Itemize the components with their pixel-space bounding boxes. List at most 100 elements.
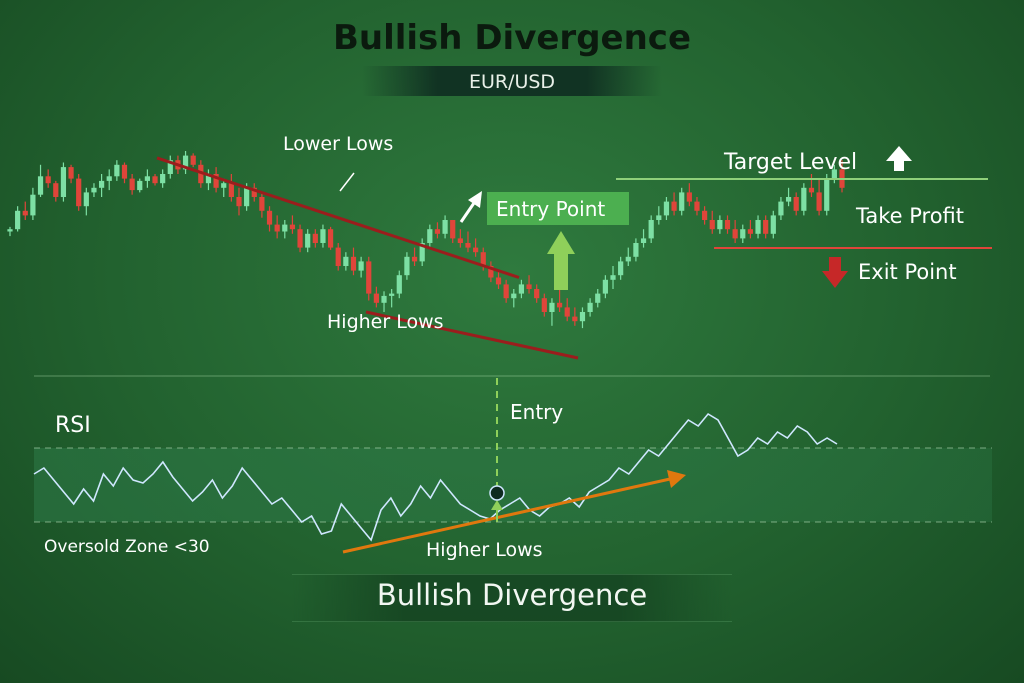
candle [808, 174, 815, 197]
candle [366, 256, 372, 301]
candle [450, 220, 456, 243]
candle [411, 247, 418, 266]
candle [396, 270, 402, 299]
candle [144, 169, 150, 188]
candle [587, 298, 593, 317]
candle [556, 289, 563, 312]
rsi-series [33, 412, 838, 542]
lower-lows-trendline [156, 156, 520, 279]
candle [640, 229, 647, 248]
candle [503, 279, 509, 303]
candle [335, 243, 341, 271]
candle [68, 164, 74, 184]
candle [91, 183, 97, 197]
candle [724, 215, 731, 234]
candle [763, 215, 769, 239]
candle [182, 151, 189, 174]
candle [320, 224, 326, 248]
candle [30, 187, 36, 220]
candle [251, 183, 257, 202]
candle [305, 229, 311, 253]
candle [801, 183, 807, 216]
candle [671, 192, 677, 216]
candle [694, 197, 700, 216]
oversold-label: Oversold Zone <30 [44, 537, 210, 557]
candle [709, 210, 715, 234]
candle [381, 291, 387, 312]
lower-lows-pointer-icon [339, 172, 355, 192]
subtitle-band [362, 66, 662, 96]
candle [152, 174, 158, 186]
take-profit-label: Take Profit [855, 204, 964, 228]
candle [549, 298, 555, 326]
candle [656, 206, 662, 225]
candle [534, 284, 540, 303]
candle [129, 174, 135, 195]
candle [160, 169, 166, 188]
entry-point-box [487, 192, 629, 225]
rsi-entry-marker [489, 485, 505, 501]
candle [702, 206, 708, 225]
candle [45, 169, 51, 188]
candle [686, 183, 692, 207]
price-higher-lows-label: Higher Lows [327, 311, 444, 333]
candle [343, 252, 349, 271]
entry-label: Entry [510, 400, 563, 424]
candle [98, 174, 105, 197]
candle [213, 167, 219, 193]
candle [732, 220, 738, 243]
candle [419, 238, 425, 266]
candle [541, 293, 547, 317]
candle [793, 192, 799, 216]
candle [121, 162, 128, 184]
candle [526, 275, 532, 294]
candle [190, 153, 196, 168]
candle [717, 215, 723, 234]
entry-point-label: Entry Point [496, 197, 605, 221]
candle [137, 178, 143, 193]
candle [53, 180, 59, 202]
candle [778, 197, 784, 220]
candle [488, 261, 494, 283]
candle [610, 266, 616, 289]
exit-down-arrow-icon [822, 257, 848, 288]
candle [831, 164, 837, 184]
higher-lows-trendline [365, 310, 579, 360]
candle [434, 222, 441, 239]
candle [7, 226, 13, 237]
green-up-arrow-icon [547, 231, 575, 290]
candle [579, 307, 586, 329]
candle [106, 169, 112, 191]
rsi-entry-up-arrow-icon [491, 500, 503, 522]
candle [648, 215, 654, 243]
candle [518, 279, 525, 299]
candle [259, 192, 265, 218]
chart-subtitle: EUR/USD [468, 71, 556, 93]
candle [282, 220, 288, 239]
candle [236, 187, 242, 216]
candle [76, 174, 82, 211]
candle [22, 201, 28, 220]
candle [114, 160, 120, 181]
candle [83, 187, 89, 216]
footer-band [292, 574, 732, 622]
candle [389, 289, 395, 308]
candle [312, 229, 318, 248]
candle [205, 169, 212, 191]
candle [465, 231, 471, 253]
candle [824, 174, 830, 216]
price-overlays [156, 156, 992, 360]
rsi-band [34, 448, 992, 522]
candle [495, 270, 502, 289]
candle [511, 289, 517, 308]
candle [358, 256, 364, 278]
rsi-higher-lows-arrow-icon [342, 470, 686, 554]
candle [266, 206, 273, 232]
candle [625, 247, 631, 266]
rsi-higher-lows-label: Higher Lows [426, 539, 543, 561]
candlestick-series [7, 151, 845, 329]
candle [663, 197, 670, 220]
candle [572, 307, 578, 326]
candle [602, 275, 608, 299]
